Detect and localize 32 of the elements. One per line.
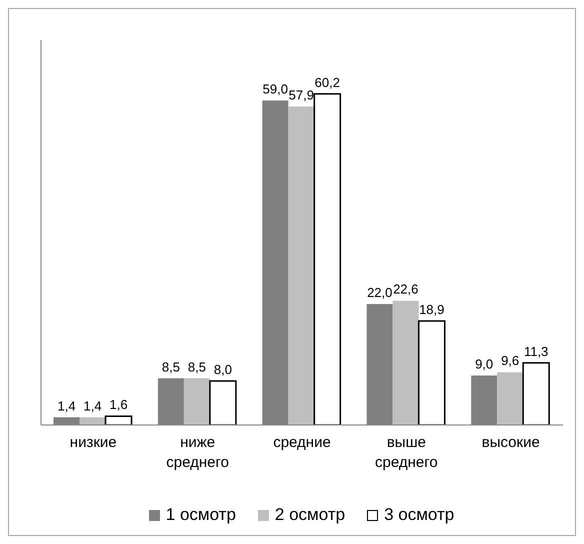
data-label: 18,9 xyxy=(419,302,444,318)
data-label: 8,0 xyxy=(214,362,232,377)
bar xyxy=(288,106,314,425)
data-label: 9,6 xyxy=(501,353,520,368)
x-tick-label: низкие xyxy=(70,434,117,451)
x-tick-label: ниже среднего xyxy=(166,434,229,471)
data-label: 8,5 xyxy=(162,359,180,374)
legend-label: 2 осмотр xyxy=(274,505,346,525)
bar xyxy=(184,378,210,425)
x-tick-label: средние xyxy=(273,434,331,451)
data-label: 9,0 xyxy=(475,356,494,372)
bar xyxy=(104,415,132,425)
data-label: 1,6 xyxy=(109,397,128,412)
bar xyxy=(497,372,524,425)
data-label: 60,2 xyxy=(314,74,340,90)
x-tick-label: выше среднего xyxy=(375,434,438,471)
x-tick-label: высокие xyxy=(482,434,540,451)
data-label: 11,3 xyxy=(524,344,548,359)
data-label: 22,6 xyxy=(393,282,418,297)
data-label: 1,4 xyxy=(57,398,76,414)
data-label: 22,0 xyxy=(367,285,392,300)
data-label: 59,0 xyxy=(262,82,288,96)
legend-label: 3 осмотр xyxy=(383,505,454,525)
bar xyxy=(209,380,237,425)
data-label: 8,5 xyxy=(188,359,206,374)
bar xyxy=(418,320,446,425)
legend-label: 1 осмотр xyxy=(164,505,236,525)
data-label: 1,4 xyxy=(83,398,102,414)
bar xyxy=(522,362,550,425)
bar xyxy=(314,93,342,425)
data-label: 57,9 xyxy=(288,88,314,103)
bar xyxy=(392,300,419,425)
